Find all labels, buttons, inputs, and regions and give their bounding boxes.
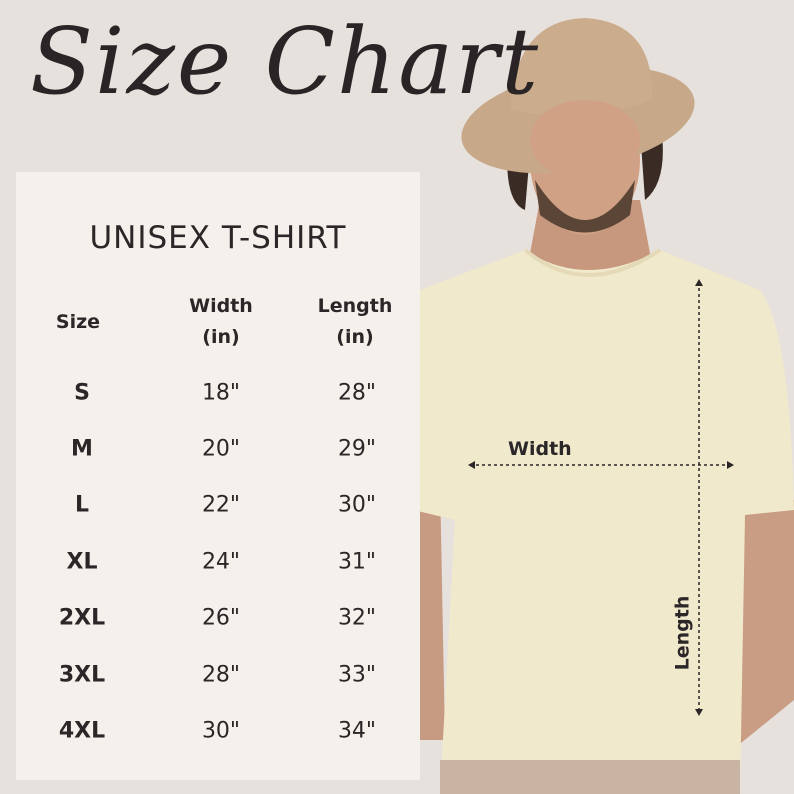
cell-length: 33" (337, 662, 377, 688)
cell-width: 26" (201, 605, 241, 631)
beard (535, 180, 635, 233)
header-width: Width (in) (161, 291, 281, 353)
cell-size: S (74, 380, 90, 406)
cell-size: 3XL (58, 662, 106, 688)
cell-size: L (74, 492, 90, 518)
cell-length: 30" (337, 492, 377, 518)
cell-size: 2XL (58, 605, 106, 631)
pants (440, 760, 740, 794)
cell-length: 31" (337, 549, 377, 575)
cell-width: 30" (201, 718, 241, 744)
length-label: Length (671, 595, 694, 671)
tshirt (372, 250, 794, 794)
product-title: UNISEX T-SHIRT (89, 220, 347, 256)
cell-width: 20" (201, 436, 241, 462)
cell-width: 28" (201, 662, 241, 688)
hat-crown (510, 18, 653, 116)
header-length: Length (in) (295, 291, 415, 353)
cell-width: 24" (201, 549, 241, 575)
cell-length: 29" (337, 436, 377, 462)
cell-size: XL (66, 549, 98, 575)
cell-length: 32" (337, 605, 377, 631)
header-size-label: Size (55, 311, 101, 333)
width-label: Width (508, 438, 572, 460)
header-size: Size (18, 307, 138, 338)
header-width-label: Width (189, 295, 253, 317)
header-width-unit: (in) (202, 326, 240, 348)
page-heading: Size Chart (30, 8, 541, 115)
cell-length: 34" (337, 718, 377, 744)
model-photo (372, 18, 794, 794)
header-length-label: Length (317, 295, 393, 317)
cell-size: M (71, 436, 93, 462)
header-length-unit: (in) (336, 326, 374, 348)
cell-length: 28" (337, 380, 377, 406)
cell-size: 4XL (58, 718, 106, 744)
size-chart-panel: UNISEX T-SHIRT Size Width (in) Length (in)… (16, 172, 420, 780)
cell-width: 22" (201, 492, 241, 518)
cell-width: 18" (201, 380, 241, 406)
